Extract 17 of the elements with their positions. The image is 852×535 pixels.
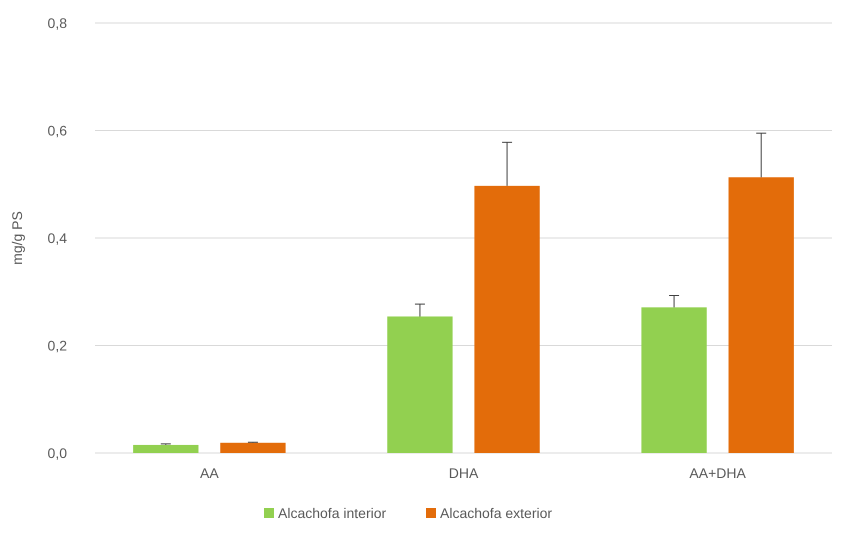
- bar: [474, 186, 540, 453]
- x-tick-label: AA+DHA: [689, 465, 746, 481]
- y-tick-label: 0,8: [48, 14, 68, 31]
- bar: [220, 442, 286, 453]
- y-axis-title: mg/g PS: [9, 211, 25, 265]
- y-tick-label: 0,6: [48, 122, 68, 138]
- legend-label: Alcachofa interior: [278, 504, 387, 521]
- bar: [641, 307, 707, 453]
- bar: [387, 316, 453, 453]
- x-tick-label: AA: [200, 465, 220, 481]
- y-tick-label: 0,0: [48, 444, 68, 461]
- legend-label: Alcachofa exterior: [440, 504, 552, 521]
- x-tick-label: DHA: [448, 465, 479, 481]
- y-tick-label: 0,2: [48, 337, 68, 354]
- bar: [133, 444, 198, 453]
- y-tick-label: 0,4: [48, 230, 68, 246]
- bar: [728, 177, 794, 453]
